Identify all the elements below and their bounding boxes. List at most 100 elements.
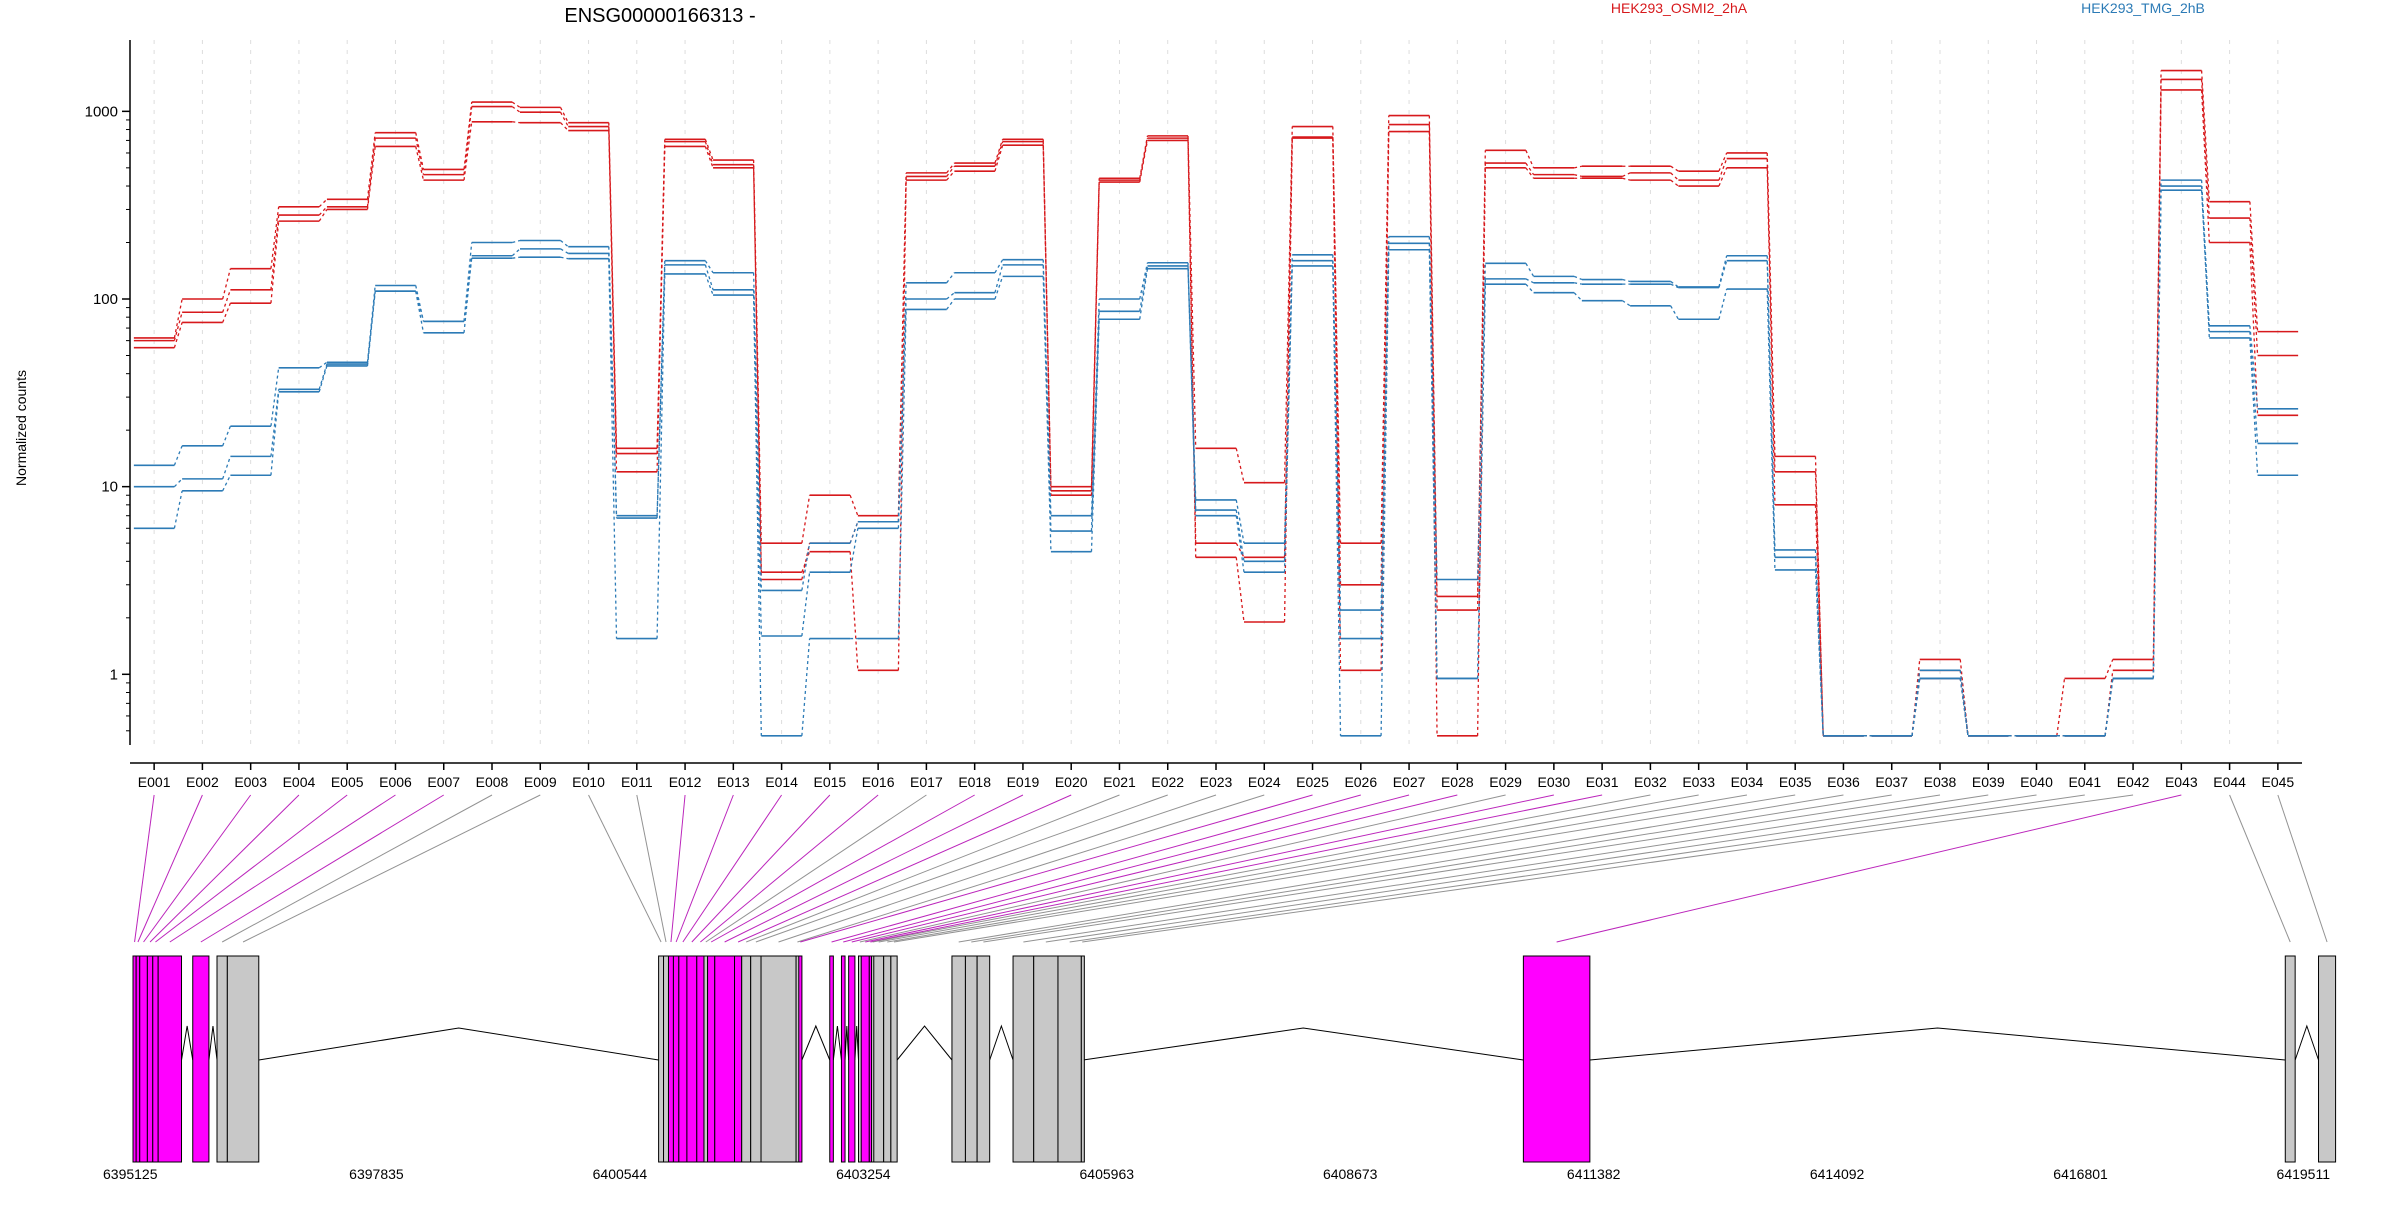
y-tick-label: 10 (101, 479, 118, 496)
series-connector (656, 273, 666, 639)
series-connector (1814, 471, 1824, 736)
exon-connector (710, 794, 975, 943)
series-connector (1235, 509, 1245, 562)
x-tick-label: E028 (1441, 774, 1474, 790)
exon-connector (670, 794, 686, 943)
x-tick-label: E037 (1875, 774, 1908, 790)
exon-connector (797, 794, 1265, 943)
x-tick-label: E003 (234, 774, 267, 790)
x-tick-label: E035 (1779, 774, 1812, 790)
series-connector (222, 456, 232, 480)
x-tick-label: E030 (1538, 774, 1571, 790)
exon-connector (700, 794, 879, 943)
series-connector (801, 638, 811, 736)
exon-connector (778, 794, 1217, 943)
exon-E021 (741, 955, 752, 1163)
series-connector (1959, 659, 1969, 736)
x-tick-label: E017 (910, 774, 943, 790)
series-connector (1718, 260, 1728, 288)
series-connector (1814, 569, 1824, 736)
exon-connector (1069, 794, 2085, 943)
series-connector (801, 543, 811, 591)
series-connector (318, 365, 328, 393)
series-connector (994, 139, 1004, 164)
series-connector (608, 130, 618, 472)
series-connector (994, 276, 1004, 300)
series-connector (560, 239, 569, 248)
x-tick-label: E012 (669, 774, 702, 790)
series-connector (1332, 260, 1342, 639)
x-tick-label: E045 (2262, 774, 2295, 790)
series-connector (1911, 678, 1921, 736)
series-connector (704, 273, 714, 296)
series-connector (1766, 167, 1776, 505)
exon-connector (137, 794, 203, 943)
series-connector (1139, 138, 1149, 181)
series-connector (1670, 305, 1679, 320)
exon-connector (155, 794, 348, 943)
series-connector (1670, 283, 1679, 289)
series-connector (1332, 138, 1342, 671)
exon-connector (865, 794, 1554, 943)
series-connector (512, 256, 521, 259)
series-connector (1139, 262, 1149, 300)
series-connector (1042, 141, 1052, 491)
series-lines (133, 69, 2299, 737)
series-connector (270, 221, 280, 304)
exon-E002 (135, 955, 141, 1163)
exon-connector (746, 794, 1120, 943)
intron (258, 1027, 659, 1061)
exon-connector (755, 794, 1168, 943)
series-connector (560, 122, 569, 132)
legend-entry-osmi2: HEK293_OSMI2_2hA (1611, 0, 1748, 16)
exon-E038 (976, 955, 991, 1163)
exon-connector (169, 794, 396, 943)
series-connector (1090, 311, 1100, 532)
exon-E042 (1080, 955, 1085, 1163)
series-connector (1042, 276, 1052, 552)
x-tick-label: E026 (1344, 774, 1377, 790)
series-connector (222, 268, 232, 300)
series-connector (752, 289, 762, 637)
series-connector (656, 146, 666, 472)
series-connector (1525, 278, 1534, 284)
x-tick-label: E023 (1200, 774, 1233, 790)
x-tick-label: E010 (572, 774, 605, 790)
exon-E004 (146, 955, 154, 1163)
x-tick-label: E002 (186, 774, 219, 790)
exon-E045 (2318, 955, 2337, 1163)
series-connector (1622, 177, 1631, 181)
series-connector (1090, 180, 1100, 491)
legend-entry-tmg: HEK293_TMG_2hB (2081, 0, 2205, 16)
coordinate-tick-label: 6400544 (593, 1166, 648, 1182)
exon-E028 (848, 955, 856, 1163)
exon-connector (143, 794, 252, 943)
series-connector (2249, 325, 2259, 409)
series-connector (994, 145, 1004, 172)
series-connector (2249, 337, 2259, 476)
series-connector (849, 551, 859, 671)
series-connector (1139, 265, 1149, 312)
series-connector (2200, 190, 2210, 338)
series-connector (463, 255, 473, 333)
series-connector (1380, 124, 1390, 585)
series-connector (173, 322, 183, 348)
exon-connector (2229, 794, 2291, 943)
coordinate-tick-label: 6395125 (103, 1166, 158, 1182)
exon-connector (724, 794, 1024, 943)
series-connector (318, 206, 328, 216)
exon-E007 (192, 955, 210, 1163)
exon-x-axis: E001 E002 E003 E004 E005 E006 E007 E008 E009 E010… (130, 762, 2302, 790)
exon-connector (636, 794, 667, 943)
y-axis: 1 10 100 1000 (85, 40, 131, 745)
x-tick-label: E014 (765, 774, 798, 790)
series-connector (1573, 173, 1583, 178)
x-tick-label: E040 (2020, 774, 2053, 790)
intron (854, 1025, 860, 1061)
series-connector (1670, 165, 1679, 172)
series-connector (946, 170, 955, 181)
series-connector (994, 141, 1004, 167)
exon-E025 (798, 955, 803, 1163)
series-connector (849, 528, 859, 573)
